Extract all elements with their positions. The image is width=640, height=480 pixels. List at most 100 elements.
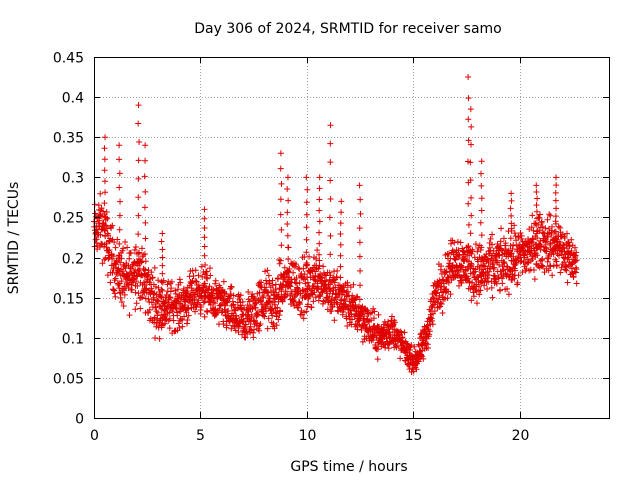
data-point [573,257,580,264]
data-point [486,268,493,275]
data-point [478,232,485,239]
data-point [235,329,242,336]
data-point [327,140,334,147]
data-point [497,286,504,293]
data-point [375,311,382,318]
data-point [115,281,122,288]
data-point [226,295,233,302]
data-point [185,312,192,319]
data-point [429,321,436,328]
data-point [135,194,142,201]
data-point [138,272,145,279]
data-point [166,294,173,301]
data-point [439,309,446,316]
data-point [405,362,412,369]
data-point [327,288,334,295]
data-point [553,236,560,243]
data-point [448,240,455,247]
data-point [195,272,202,279]
data-point [361,313,368,320]
data-point [514,279,521,286]
data-point [478,268,485,275]
data-point [249,306,256,313]
data-point [552,197,559,204]
data-point [438,263,445,270]
data-point [132,266,139,273]
y-tick-label: 0.25 [53,211,84,227]
data-point [260,294,267,301]
x-tick-label: 15 [405,428,423,444]
data-point [476,291,483,298]
data-point [108,225,115,232]
data-point [115,265,122,272]
data-point [337,274,344,281]
data-point [101,222,108,229]
data-point [104,225,111,232]
data-point [398,330,405,337]
data-point [141,204,148,211]
data-point [457,239,464,246]
data-point [508,250,515,257]
data-point [431,298,438,305]
data-point [296,301,303,308]
data-point [181,313,188,320]
data-point [204,275,211,282]
data-point [304,286,311,293]
data-point [407,346,414,353]
data-point [159,230,166,237]
data-point [543,248,550,255]
data-point [200,284,207,291]
data-point [245,288,252,295]
data-point [533,202,540,209]
data-point [538,243,545,250]
data-point [557,224,564,231]
data-point [431,307,438,314]
data-point [256,322,263,329]
data-point [141,173,148,180]
data-point [344,288,351,295]
data-point [468,123,475,130]
data-point [247,323,254,330]
data-point [142,295,149,302]
data-point [534,215,541,222]
data-point [528,224,535,231]
data-point [163,306,170,313]
data-point [477,246,484,253]
data-point [357,210,364,217]
data-point [141,250,148,257]
data-point [106,246,113,253]
data-point [254,309,261,316]
data-point [97,212,104,219]
data-point [92,236,99,243]
data-point [304,186,311,193]
data-point [275,291,282,298]
data-point [192,308,199,315]
data-point [498,225,505,232]
data-point [397,355,404,362]
data-point [391,319,398,326]
data-point [148,269,155,276]
data-point [533,182,540,189]
data-point [393,343,400,350]
data-point [101,178,108,185]
data-point [296,279,303,286]
data-point [276,260,283,267]
data-point [155,277,162,284]
data-point [316,262,323,269]
data-point [454,238,461,245]
data-point [284,186,291,193]
data-point [141,282,148,289]
data-point [469,279,476,286]
data-point [316,257,323,264]
data-point [177,279,184,286]
data-point [478,170,485,177]
data-point [198,263,205,270]
data-point [237,292,244,299]
data-point [274,276,281,283]
data-point [485,278,492,285]
y-tick-label: 0.1 [62,332,84,348]
data-point [179,317,186,324]
data-point [338,296,345,303]
data-point [465,243,472,250]
data-point [217,302,224,309]
